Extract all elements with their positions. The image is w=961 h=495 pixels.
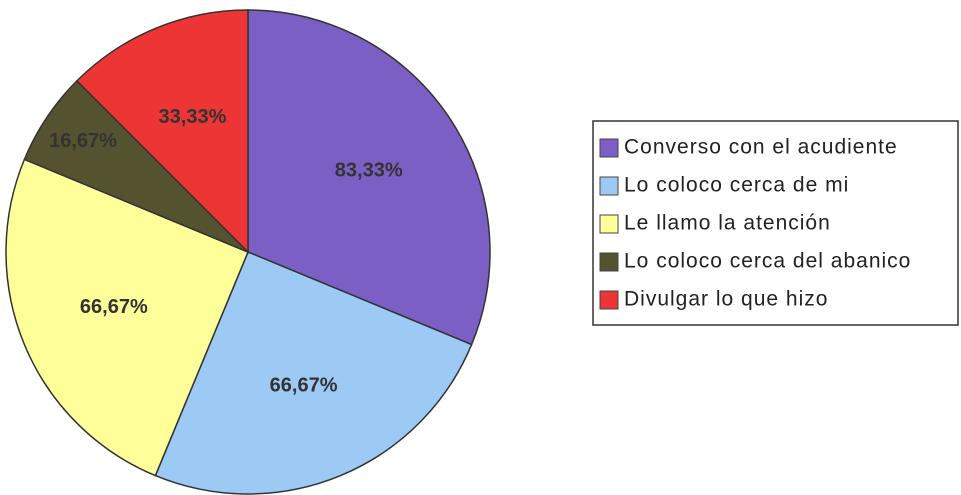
legend-label: Le llamo la atención — [624, 212, 831, 235]
legend-label: Lo coloco cerca del abanico — [624, 250, 911, 273]
legend-swatch — [599, 290, 619, 310]
data-label: 66,67% — [80, 296, 148, 318]
pie-slice — [247, 9, 491, 346]
legend-box — [592, 120, 959, 326]
legend-label: Divulgar lo que hizo — [624, 288, 828, 311]
data-label: 66,67% — [270, 374, 338, 396]
data-label: 33,33% — [159, 106, 227, 128]
legend-label: Lo coloco cerca de mi — [624, 174, 849, 197]
pie-slice — [154, 251, 473, 495]
legend-swatch — [599, 252, 619, 272]
pie-slice — [5, 158, 249, 477]
legend-label: Converso con el acudiente — [624, 136, 898, 159]
legend-swatch — [599, 176, 619, 196]
pie-slice — [75, 9, 249, 254]
data-label: 16,67% — [49, 130, 117, 152]
legend-swatch — [599, 214, 619, 234]
data-label: 83,33% — [335, 160, 403, 182]
legend-swatch — [599, 138, 619, 158]
